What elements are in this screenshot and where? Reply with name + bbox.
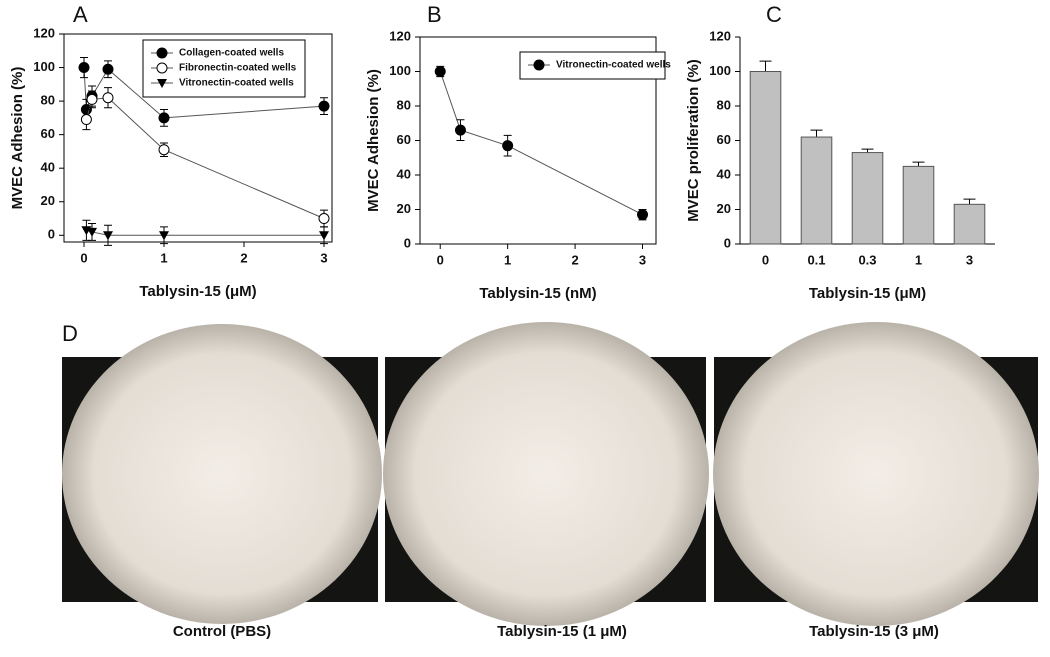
x-tick-label: 3 [966,252,973,267]
y-tick-label: 40 [717,166,731,181]
legend-label: Fibronectin-coated wells [179,63,297,74]
y-tick-label: 20 [717,201,731,216]
y-tick-label: 120 [33,25,55,40]
panel-label: D [62,321,78,346]
plot-frame [419,36,657,245]
marker [102,92,114,104]
y-tick-label: 60 [41,126,55,141]
x-axis-title: Tablysin-15 (μM) [139,283,256,300]
y-tick-label: 60 [717,132,731,147]
series-line [439,71,643,216]
marker [158,112,170,124]
panel-label: A [73,2,88,27]
panel-label: C [766,2,782,27]
marker [434,66,446,77]
y-tick-label: 100 [389,63,411,78]
caption: Tablysin-15 (1 μM) [497,623,627,640]
marker [319,231,329,241]
y-axis-title: MVEC proliferation (%) [685,59,702,222]
y-tick-label: 0 [724,235,731,250]
caption: Control (PBS) [173,623,271,640]
y-tick-label: 80 [41,93,55,108]
bar [902,165,935,245]
legend-label: Collagen-coated wells [179,48,284,59]
x-tick-label: 0 [80,250,87,265]
x-axis-title: Tablysin-15 (μM) [809,285,926,302]
bar [749,71,782,245]
bar [851,152,884,245]
x-tick-label: 1 [160,250,167,265]
legend-marker [533,59,545,71]
marker [318,213,330,225]
y-tick-label: 40 [41,160,55,175]
marker [78,62,90,74]
legend-marker [156,47,168,59]
y-tick-label: 20 [41,193,55,208]
micrograph-well [62,324,382,624]
error-bar [759,60,772,72]
error-bar [861,148,874,153]
y-tick-label: 120 [709,28,731,43]
marker [502,140,514,152]
x-tick-label: 2 [571,252,578,267]
marker [80,114,92,126]
legend: Collagen-coated wells Fibronectin-coated … [142,39,306,98]
marker [318,100,330,112]
x-tick-label: 0.1 [807,252,825,267]
y-tick-label: 0 [48,227,55,242]
x-tick-label: 0 [437,252,444,267]
panel-label: B [427,2,442,27]
error-bar [912,161,925,167]
x-axis-title: Tablysin-15 (nM) [479,285,596,302]
marker [159,231,169,241]
x-tick-label: 3 [320,250,327,265]
marker [87,227,97,237]
x-tick-label: 1 [504,252,511,267]
series-line [86,229,324,236]
x-tick-label: 1 [915,252,922,267]
micrograph-well [383,322,709,626]
micrographs [62,322,1039,626]
legend-label: Vitronectin-coated wells [556,60,671,71]
y-tick-label: 20 [397,201,411,216]
x-tick-label: 0 [762,252,769,267]
series-line [85,97,325,219]
y-tick-label: 60 [397,132,411,147]
marker [158,144,170,156]
error-bar [963,198,976,205]
bar [800,136,833,245]
y-tick-label: 40 [397,166,411,181]
y-axis-title: MVEC Adhesion (%) [365,69,382,212]
x-tick-label: 2 [240,250,247,265]
y-tick-label: 100 [709,63,731,78]
legend: Vitronectin-coated wells [519,51,671,80]
bar [953,203,986,245]
y-axis-title: MVEC Adhesion (%) [9,67,26,210]
legend-marker [156,62,168,74]
y-tick-label: 0 [404,235,411,250]
plot-frame [63,33,333,243]
marker [86,93,98,105]
y-tick-label: 80 [397,97,411,112]
caption: Tablysin-15 (3 μM) [809,623,939,640]
marker [102,63,114,75]
legend-marker [157,79,167,88]
marker [637,209,649,221]
micrograph-well [713,322,1039,626]
x-tick-label: 3 [639,252,646,267]
error-bar [810,129,823,138]
y-tick-label: 80 [717,97,731,112]
marker [454,124,466,136]
y-tick-label: 100 [33,59,55,74]
y-tick-label: 120 [389,28,411,43]
marker [103,231,113,241]
x-tick-label: 0.3 [858,252,876,267]
legend-label: Vitronectin-coated wells [179,78,294,89]
